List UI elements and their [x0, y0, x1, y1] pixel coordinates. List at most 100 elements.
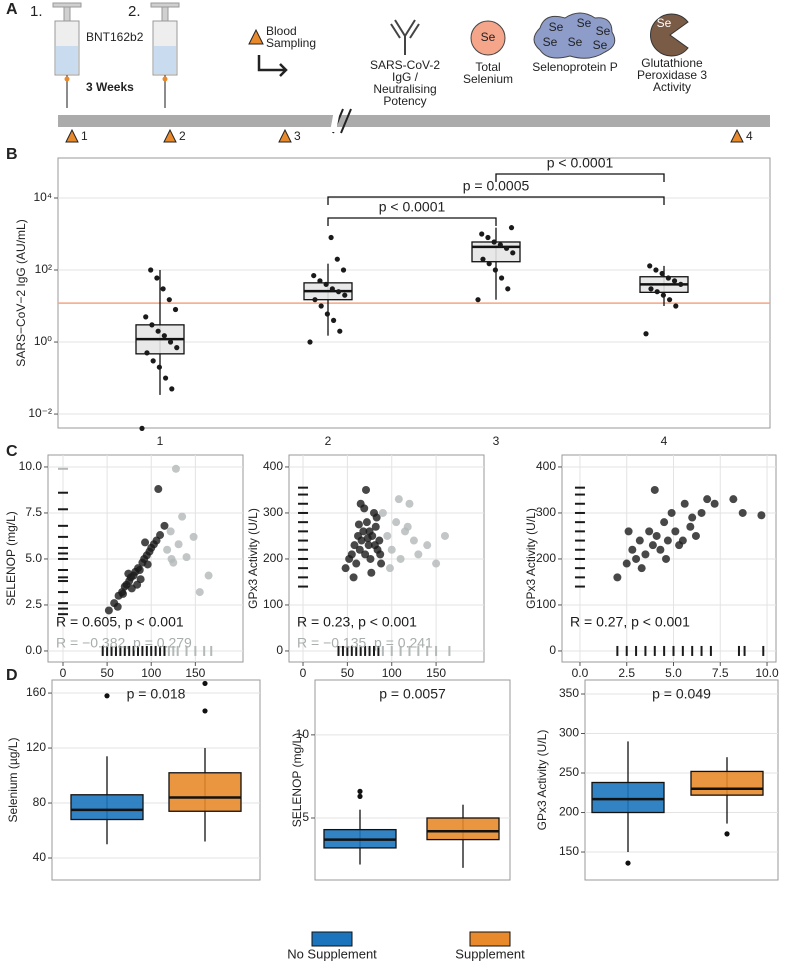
point — [341, 564, 350, 573]
point — [328, 234, 334, 241]
x-tick-label: 100 — [382, 666, 402, 680]
point — [195, 588, 204, 597]
point — [710, 499, 719, 508]
point — [663, 536, 672, 545]
x-tick-label: 4 — [661, 434, 668, 448]
point — [492, 267, 498, 273]
point — [311, 272, 317, 279]
sampling-label: Sampling — [266, 36, 316, 50]
assay-label: Activity — [653, 80, 691, 94]
point — [637, 564, 646, 573]
y-tick-label: 0 — [549, 643, 556, 657]
y-tick-label: 5.0 — [25, 551, 42, 565]
y-tick-label: 100 — [536, 597, 556, 611]
point — [498, 275, 505, 281]
box — [591, 781, 665, 814]
symbol: Se — [543, 35, 558, 49]
x-tick-label: 0.0 — [572, 666, 589, 680]
point — [178, 512, 187, 521]
point — [654, 289, 660, 295]
point — [691, 531, 700, 540]
box — [168, 772, 242, 812]
gpx3-icon — [650, 13, 689, 57]
symbol: Se — [596, 24, 611, 38]
point — [383, 531, 392, 540]
point — [171, 464, 180, 473]
timepoint-marker — [65, 128, 744, 143]
point — [135, 566, 144, 574]
point — [624, 527, 633, 536]
panel-label: C — [6, 443, 18, 460]
x-tick-label: 0 — [300, 666, 307, 680]
y-axis-label: SELENOP (mg/L) — [4, 511, 18, 605]
point — [337, 328, 343, 334]
point — [139, 425, 145, 431]
y-tick-label: 160 — [26, 685, 46, 699]
sampling-label: Blood — [266, 24, 297, 38]
point — [323, 281, 329, 287]
point — [324, 311, 330, 317]
point — [659, 270, 665, 277]
point — [363, 534, 372, 543]
point — [160, 521, 169, 530]
annotation: R = −0.382, p = 0.279 — [56, 635, 192, 651]
timepoint-label: 1 — [81, 129, 88, 143]
point — [673, 303, 679, 309]
point — [394, 495, 403, 504]
outlier — [104, 693, 110, 699]
y-tick-label: 0 — [276, 643, 283, 657]
point — [703, 495, 712, 504]
point — [671, 527, 680, 536]
assay-label: SARS-CoV-2 — [370, 58, 440, 72]
point — [508, 225, 515, 231]
point — [174, 540, 183, 549]
point — [510, 250, 516, 256]
outlier — [357, 788, 363, 794]
y-tick-label: 200 — [536, 551, 556, 565]
point — [156, 364, 162, 370]
point — [660, 292, 666, 298]
x-tick-label: 50 — [341, 666, 355, 680]
point — [354, 520, 363, 529]
y-tick-label: 10⁴ — [33, 190, 52, 204]
symbol: Se — [568, 35, 583, 49]
point — [189, 532, 198, 541]
point — [662, 554, 671, 563]
point — [405, 499, 414, 508]
point — [361, 550, 370, 559]
point — [141, 538, 150, 547]
point — [376, 550, 385, 559]
point — [169, 386, 175, 392]
point — [686, 522, 695, 531]
y-tick-label: 150 — [559, 844, 579, 858]
point — [156, 531, 165, 540]
y-tick-label: 40 — [33, 850, 47, 864]
point — [334, 256, 340, 262]
point — [372, 513, 381, 522]
panel-label: D — [6, 667, 18, 684]
point — [133, 580, 142, 589]
point — [155, 328, 161, 334]
y-axis-label: GPx3 Activity (U/L) — [535, 730, 549, 831]
outlier — [202, 708, 208, 714]
y-tick-label: 300 — [536, 505, 556, 519]
syringe — [52, 2, 180, 108]
y-tick-label: 2.5 — [25, 597, 42, 611]
point — [423, 541, 432, 550]
panel-label: A — [6, 1, 18, 18]
point — [162, 375, 169, 381]
point — [409, 536, 418, 545]
point — [653, 267, 659, 273]
assay-label: Total — [475, 60, 500, 74]
y-axis-label: Selenium (µg/L) — [6, 738, 20, 823]
y-tick-label: 10² — [35, 262, 52, 276]
point — [503, 245, 510, 251]
x-tick-label: 50 — [100, 666, 114, 680]
point — [647, 263, 653, 269]
point — [414, 550, 423, 559]
x-tick-label: 0 — [60, 666, 67, 680]
y-tick-label: 10.0 — [19, 459, 43, 473]
point — [166, 527, 175, 536]
bracket — [495, 173, 665, 182]
y-tick-label: 250 — [559, 765, 579, 779]
